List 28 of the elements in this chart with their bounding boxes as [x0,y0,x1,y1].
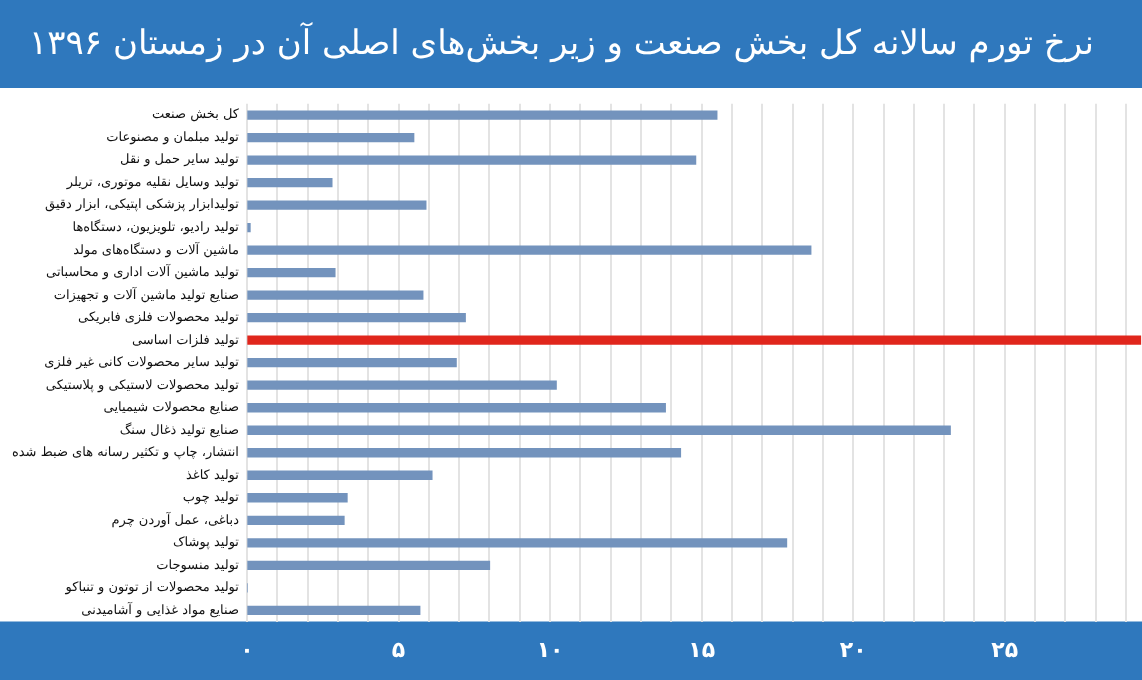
x-tick-label: ۵ [391,636,406,663]
bar [247,380,557,390]
bar [247,155,697,165]
bar [247,470,433,480]
bar [247,267,336,278]
bar [247,425,951,435]
x-tick-label: ۱۵ [688,636,716,663]
bar [247,290,424,300]
bar [247,538,788,548]
x-tick-label: ۰ [240,636,254,663]
bar [247,110,718,120]
x-tick-label: ۲۵ [991,636,1019,663]
bar [247,358,457,368]
bar [247,177,333,188]
bar [247,245,812,255]
bar [247,448,682,458]
bar [247,560,491,570]
x-tick-label: ۱۰ [536,636,564,663]
bar [247,605,421,615]
x-tick-label: ۲۰ [839,636,867,663]
bar [247,515,345,525]
bar [247,132,415,143]
bar [247,493,348,503]
bar [247,313,466,323]
bar [247,403,666,413]
bar [247,335,1142,345]
chart-title: نرخ تورم سالانه کل بخش صنعت و زیر بخش‌های اصلی آن در زمستان ۱۳۹۶ [0,0,1142,88]
bar [247,200,427,210]
